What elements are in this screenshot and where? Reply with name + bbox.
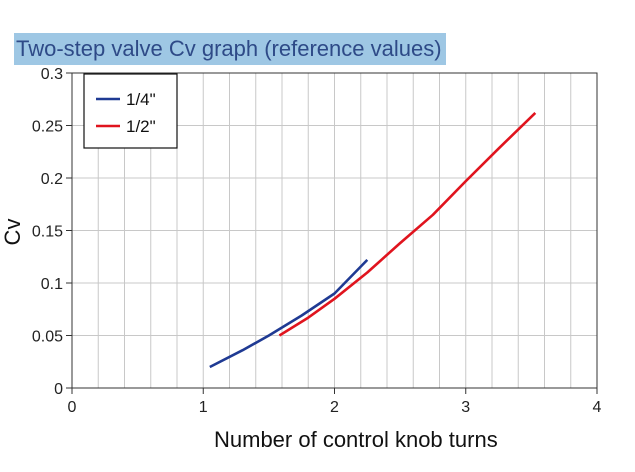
series-line-1-2 <box>278 111 537 337</box>
horizontal-gridlines <box>72 125 597 336</box>
y-tick-label: 0.15 <box>32 224 63 241</box>
x-axis-label: Number of control knob turns <box>214 427 498 452</box>
series-lines <box>209 111 537 369</box>
y-axis-label: Cv <box>0 219 25 246</box>
legend-box <box>83 73 178 149</box>
x-tick-label: 0 <box>68 399 77 416</box>
legend-label-1-4: 1/4" <box>126 90 156 109</box>
x-tick-label: 2 <box>330 399 339 416</box>
x-tick-labels: 0 1 2 3 4 <box>68 399 602 416</box>
x-tick-label: 4 <box>593 399 602 416</box>
x-tick-label: 3 <box>461 399 470 416</box>
legend-label-1-2: 1/2" <box>126 117 156 136</box>
y-tick-label: 0.3 <box>41 66 63 83</box>
tick-marks <box>66 72 598 394</box>
y-tick-label: 0.2 <box>41 171 63 188</box>
legend: 1/4" 1/2" <box>83 73 178 149</box>
y-tick-label: 0.05 <box>32 329 63 346</box>
x-tick-label: 1 <box>199 399 208 416</box>
y-tick-label: 0 <box>54 381 63 398</box>
y-tick-label: 0.1 <box>41 276 63 293</box>
series-line-1-4 <box>209 258 369 369</box>
y-tick-labels: 0 0.05 0.1 0.15 0.2 0.25 0.3 <box>32 66 63 398</box>
chart-title: Two-step valve Cv graph (reference value… <box>14 33 446 65</box>
y-tick-label: 0.25 <box>32 119 63 136</box>
